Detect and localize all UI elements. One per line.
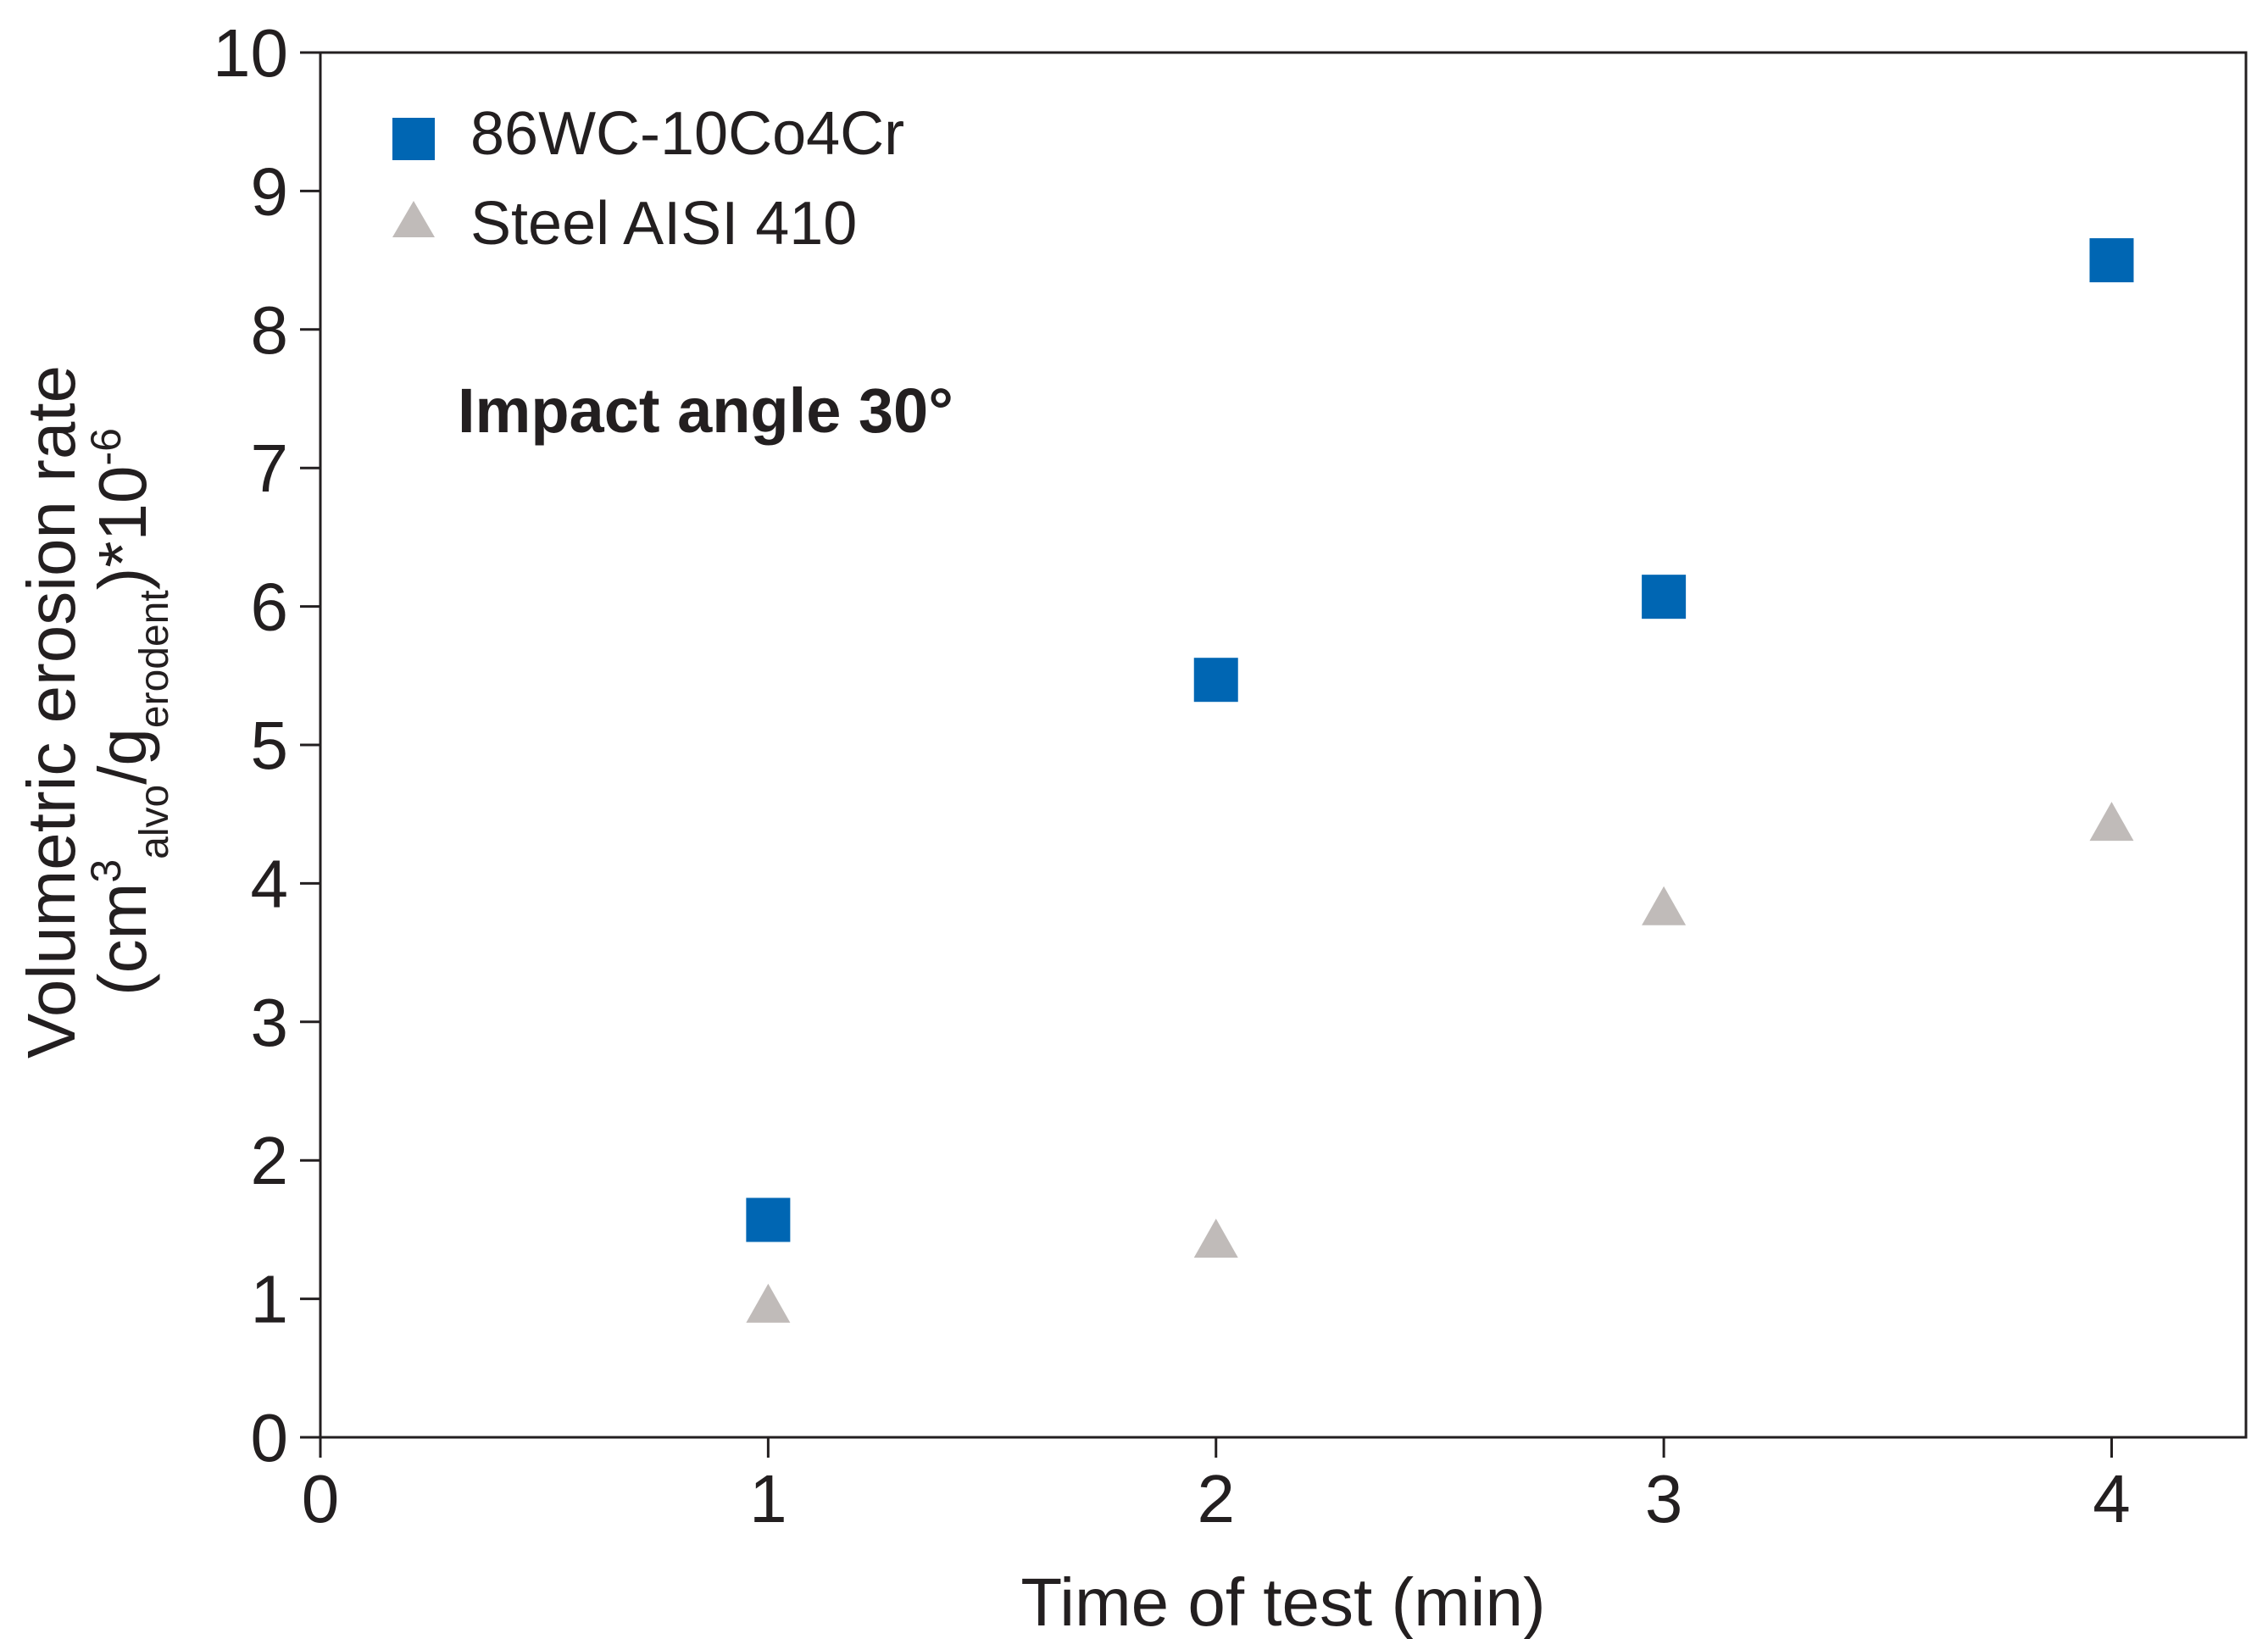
y-tick-label-5: 5 (251, 708, 289, 783)
y-tick-label-0: 0 (251, 1400, 289, 1475)
y-unit-sub-erodent: erodent (132, 590, 177, 728)
series-1-point-2 (1642, 886, 1687, 925)
series-layer (746, 238, 2134, 1323)
y-tick-label-8: 8 (251, 292, 289, 368)
y-tick-label-2: 2 (251, 1123, 289, 1198)
y-tick-label-1: 1 (251, 1262, 289, 1337)
y-tick-label-9: 9 (251, 153, 289, 229)
chart-annotation: Impact angle 30° (458, 375, 953, 446)
y-tick-label-7: 7 (251, 431, 289, 506)
series-0-point-0 (746, 1197, 791, 1242)
legend-label-steel: Steel AISI 410 (470, 190, 857, 258)
legend-marker-86wc (392, 118, 435, 160)
series-0-point-1 (1193, 658, 1238, 703)
series-1-point-3 (2089, 802, 2134, 842)
y-tick-label-6: 6 (251, 569, 289, 645)
series-0-point-2 (1642, 575, 1687, 619)
y-tick-label-10: 10 (213, 15, 288, 91)
y-unit-sup-3: 3 (82, 859, 130, 883)
x-tick-label-1: 1 (749, 1461, 787, 1536)
series-1-point-0 (746, 1283, 791, 1323)
legend-marker-steel (392, 201, 435, 237)
y-axis-title: Volumetric erosion rate (cm3alvo/geroden… (14, 365, 177, 1058)
y-axis-ticks: 0 1 2 3 4 5 6 7 8 9 10 (213, 15, 320, 1475)
x-axis-ticks: 0 1 2 3 4 (302, 1437, 2131, 1536)
y-unit-sup-exp: -6 (82, 428, 130, 465)
series-0-point-3 (2089, 238, 2134, 283)
x-tick-label-0: 0 (302, 1461, 340, 1536)
y-axis-title-line1: Volumetric erosion rate (14, 365, 89, 1058)
y-tick-label-3: 3 (251, 985, 289, 1060)
x-tick-label-4: 4 (2093, 1461, 2131, 1536)
y-unit-open: (cm (85, 883, 160, 996)
x-axis-title: Time of test (min) (1020, 1564, 1545, 1639)
y-axis-title-line2: (cm3alvo/gerodent)*10-6 (82, 428, 177, 996)
series-1-point-1 (1193, 1218, 1238, 1258)
y-tick-label-4: 4 (251, 846, 289, 921)
legend: 86WC-10Co4Cr Steel AISI 410 (392, 100, 904, 258)
x-tick-label-2: 2 (1197, 1461, 1235, 1536)
y-unit-sub-alvo: alvo (132, 785, 177, 859)
y-unit-slash-g: /g (85, 728, 160, 785)
y-unit-close: )*10 (85, 466, 160, 591)
x-tick-label-3: 3 (1645, 1461, 1683, 1536)
legend-label-86wc: 86WC-10Co4Cr (470, 100, 904, 168)
plot-frame (319, 51, 2248, 1439)
